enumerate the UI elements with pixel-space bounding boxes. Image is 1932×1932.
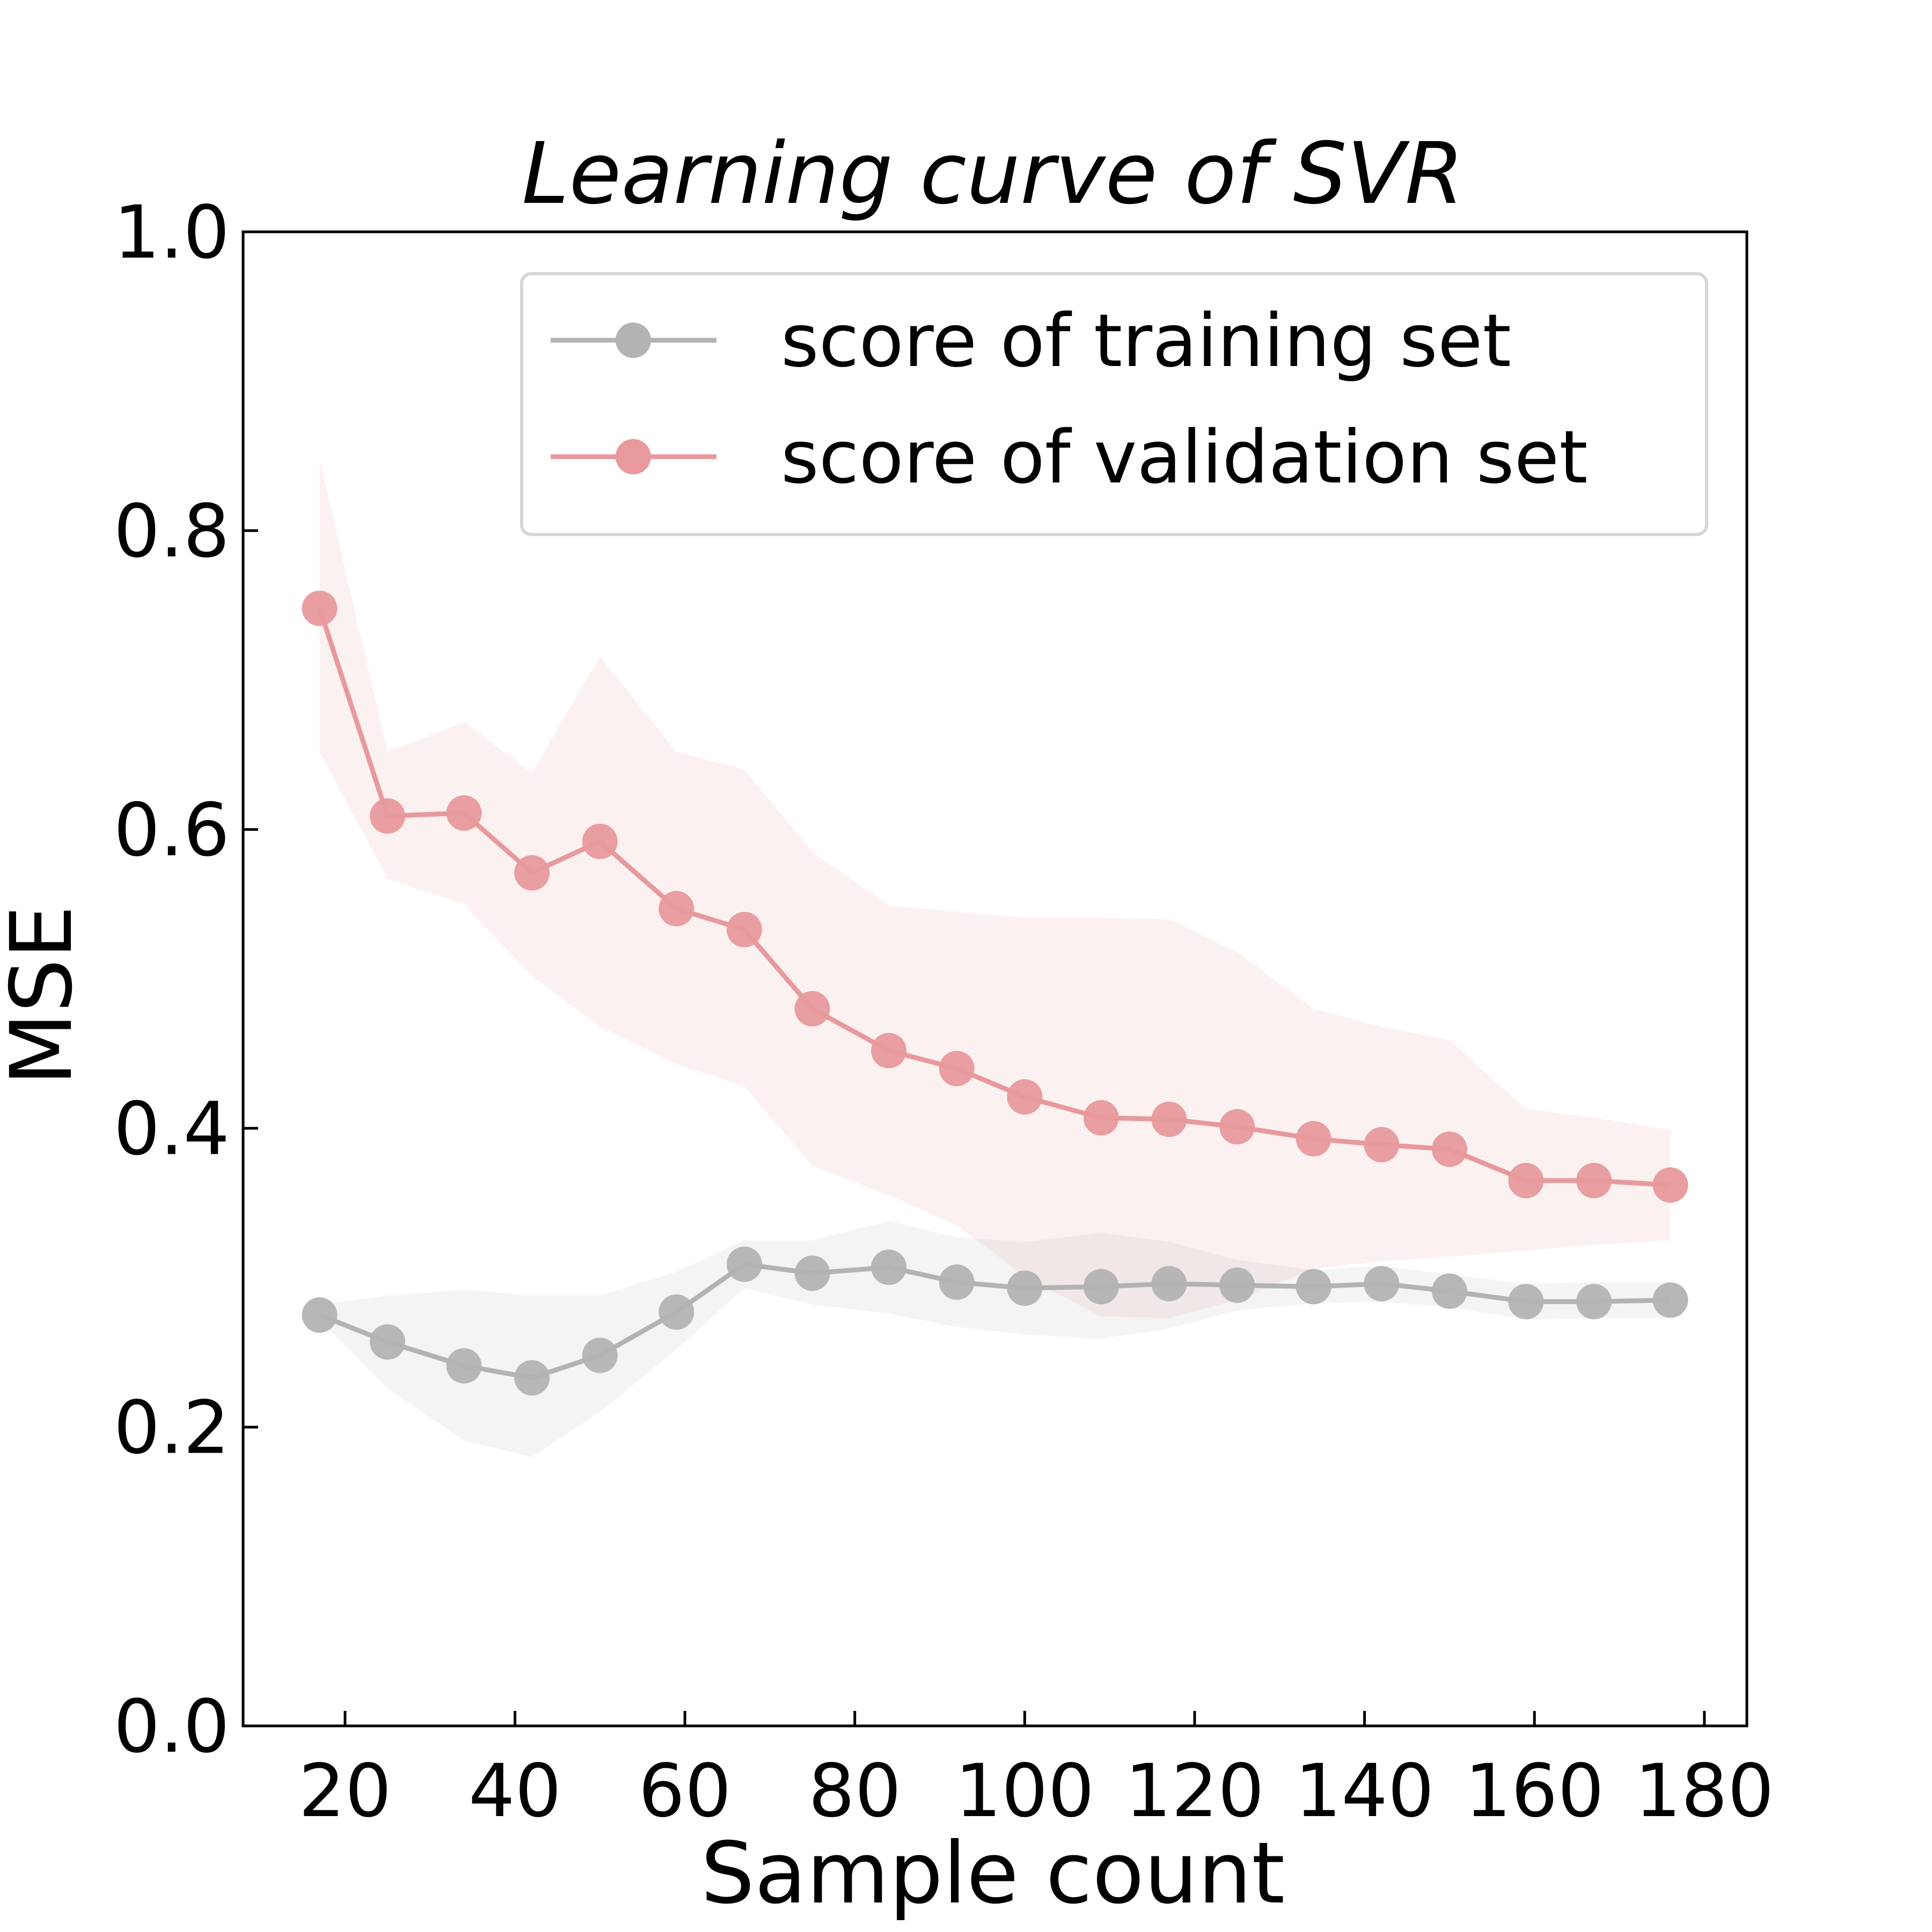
point-series-1 bbox=[582, 1337, 618, 1373]
y-tick-label: 0.8 bbox=[114, 489, 230, 574]
point-series-1 bbox=[1296, 1269, 1331, 1305]
y-axis-label: MSE bbox=[0, 905, 91, 1086]
legend-marker-1 bbox=[616, 323, 651, 358]
point-series-1 bbox=[1652, 1282, 1688, 1318]
point-series-2 bbox=[1219, 1109, 1255, 1145]
point-series-2 bbox=[1151, 1101, 1187, 1137]
chart-title: Learning curve of SVR bbox=[522, 125, 1463, 223]
legend-label-1: score of training set bbox=[781, 299, 1511, 384]
plot-frame bbox=[241, 230, 1748, 1728]
point-series-2 bbox=[1296, 1121, 1331, 1157]
point-series-1 bbox=[1431, 1273, 1467, 1309]
point-series-1 bbox=[727, 1246, 762, 1282]
x-tick-label: 100 bbox=[955, 1749, 1095, 1834]
x-tick-label: 120 bbox=[1125, 1749, 1264, 1834]
point-series-2 bbox=[1431, 1131, 1467, 1167]
x-axis-label: Sample count bbox=[701, 1824, 1285, 1923]
point-series-2 bbox=[582, 823, 618, 859]
point-series-2 bbox=[370, 798, 406, 834]
legend-marker-2 bbox=[616, 439, 651, 474]
point-series-1 bbox=[1364, 1265, 1400, 1301]
x-tick-label: 60 bbox=[639, 1749, 731, 1834]
y-tick-label: 0.0 bbox=[114, 1685, 230, 1769]
point-series-1 bbox=[514, 1360, 550, 1396]
band-series-1 bbox=[319, 1221, 1671, 1457]
point-series-1 bbox=[1508, 1284, 1544, 1320]
y-tick-label: 0.6 bbox=[114, 788, 230, 873]
point-series-1 bbox=[939, 1264, 975, 1300]
point-series-2 bbox=[1576, 1162, 1612, 1198]
legend: score of training set score of validation… bbox=[520, 272, 1708, 536]
point-series-1 bbox=[1007, 1270, 1043, 1306]
point-series-2 bbox=[727, 912, 762, 948]
x-tick-label: 40 bbox=[469, 1749, 561, 1834]
point-series-2 bbox=[302, 590, 338, 626]
legend-box bbox=[520, 272, 1708, 536]
point-series-1 bbox=[1083, 1269, 1119, 1305]
point-series-2 bbox=[1007, 1079, 1043, 1115]
band-series-2 bbox=[319, 459, 1671, 1318]
point-series-2 bbox=[1508, 1162, 1544, 1198]
series-lines bbox=[302, 590, 1688, 1396]
x-tick-label: 80 bbox=[808, 1749, 901, 1834]
legend-label-2: score of validation set bbox=[781, 415, 1588, 500]
y-tick-label: 0.4 bbox=[114, 1087, 230, 1172]
point-series-1 bbox=[446, 1348, 482, 1384]
point-series-2 bbox=[871, 1033, 907, 1069]
y-tick-label: 0.2 bbox=[114, 1386, 230, 1470]
point-series-1 bbox=[1151, 1265, 1187, 1301]
point-series-1 bbox=[871, 1249, 907, 1285]
y-tick-label: 1.0 bbox=[114, 191, 230, 275]
point-series-1 bbox=[370, 1324, 406, 1360]
x-tick-label: 180 bbox=[1635, 1749, 1774, 1834]
point-series-2 bbox=[1083, 1100, 1119, 1136]
point-series-2 bbox=[514, 855, 550, 891]
confidence-bands bbox=[319, 459, 1671, 1457]
point-series-2 bbox=[1364, 1127, 1400, 1163]
point-series-2 bbox=[658, 891, 694, 927]
point-series-1 bbox=[794, 1255, 830, 1291]
point-series-2 bbox=[939, 1051, 975, 1087]
point-series-2 bbox=[794, 991, 830, 1027]
point-series-1 bbox=[302, 1297, 338, 1333]
x-tick-label: 20 bbox=[298, 1749, 391, 1834]
axes: 20 40 60 80 100 120 140 160 180 0.0 0.2 0.4 0.6 0.8 1.… bbox=[114, 191, 1774, 1834]
point-series-2 bbox=[446, 795, 482, 831]
point-series-1 bbox=[1219, 1267, 1255, 1303]
point-series-1 bbox=[1576, 1284, 1612, 1320]
point-series-1 bbox=[658, 1294, 694, 1330]
point-series-2 bbox=[1652, 1167, 1688, 1203]
x-tick-label: 160 bbox=[1465, 1749, 1604, 1834]
x-tick-label: 140 bbox=[1295, 1749, 1435, 1834]
